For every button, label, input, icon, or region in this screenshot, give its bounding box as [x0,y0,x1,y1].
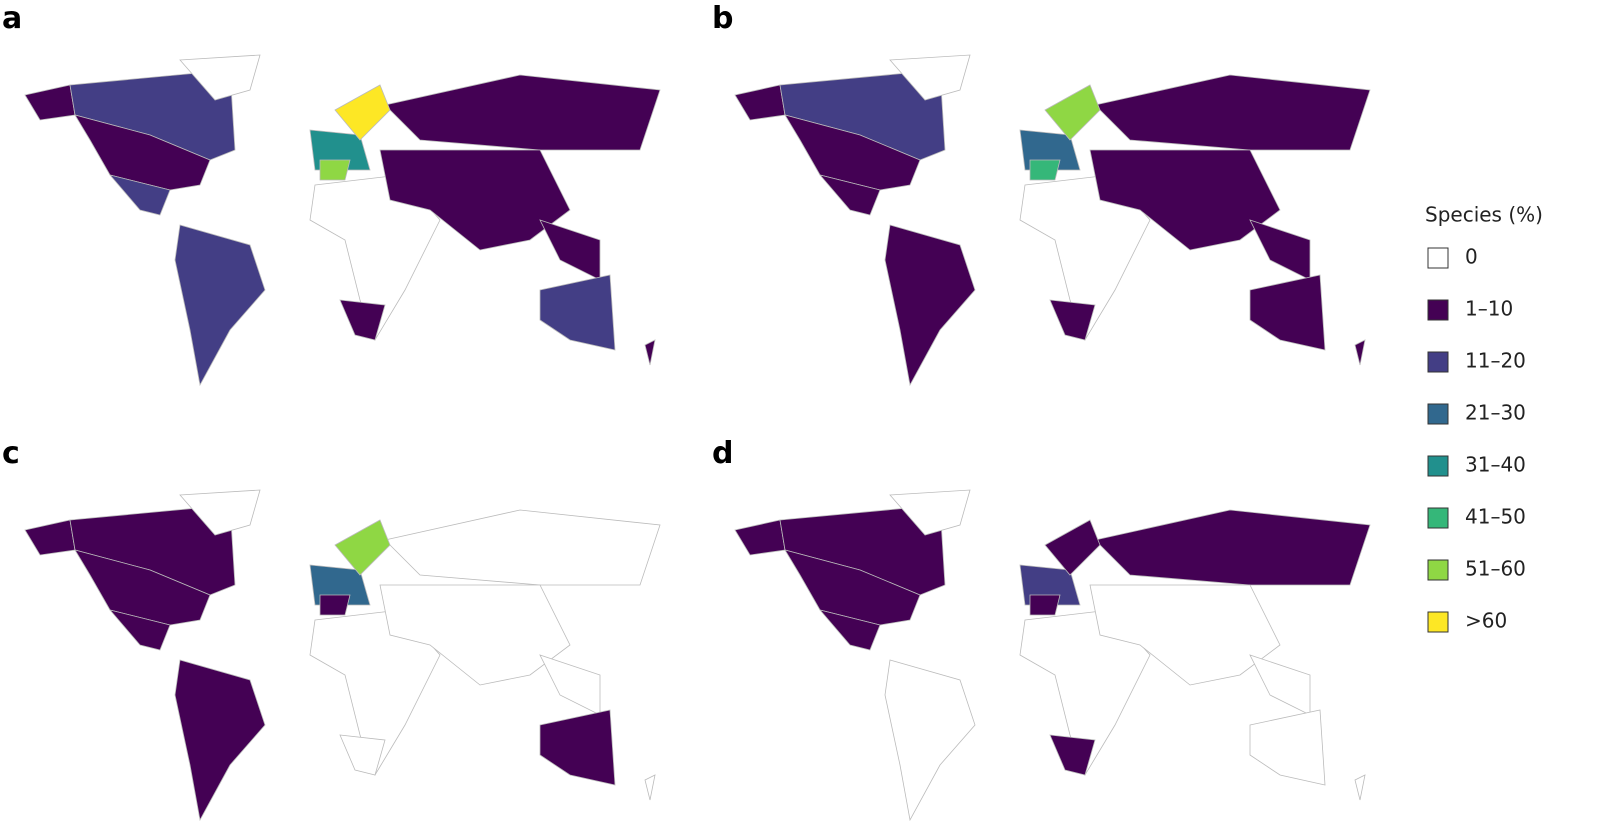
panel-label: a [2,1,22,36]
country-region [74,549,211,626]
legend-label: >60 [1465,609,1507,633]
panel-label: b [712,1,733,36]
country-region [319,159,351,181]
country-region [1354,339,1366,366]
country-region [108,174,171,216]
country-region [889,54,971,101]
legend-swatch [1427,507,1449,529]
country-region [539,219,601,281]
country-region [384,74,661,151]
country-region [1044,84,1101,141]
country-region [179,489,261,536]
country-region [1249,274,1326,351]
country-region [1044,519,1101,576]
country-region [784,114,921,191]
country-region [1094,74,1371,151]
country-region [644,774,656,801]
country-region [334,519,391,576]
legend-title: Species (%) [1425,203,1543,227]
country-region [539,654,601,716]
country-region [319,594,351,616]
country-region [1089,584,1281,686]
country-region [339,299,386,341]
legend-swatch [1427,351,1449,373]
legend-swatch [1427,611,1449,633]
country-region [379,149,571,251]
country-region [734,84,786,121]
map-panel [24,489,661,822]
country-region [384,509,661,586]
legend-label: 41–50 [1465,505,1526,529]
country-region [179,54,261,101]
country-region [784,549,921,626]
country-region [334,84,391,141]
country-region [1049,299,1096,341]
map-panel [734,489,1371,822]
country-region [884,659,976,822]
legend-label: 51–60 [1465,557,1526,581]
country-region [24,519,76,556]
country-region [74,114,211,191]
country-region [1249,709,1326,786]
country-region [644,339,656,366]
country-region [1049,734,1096,776]
legend-label: 11–20 [1465,349,1526,373]
country-region [1249,219,1311,281]
country-region [1029,159,1061,181]
country-region [818,609,881,651]
panel-label: c [2,436,20,471]
country-region [1354,774,1366,801]
legend-swatch [1427,559,1449,581]
country-region [379,584,571,686]
country-region [818,174,881,216]
country-region [884,224,976,387]
country-region [24,84,76,121]
country-region [339,734,386,776]
map-panel [734,54,1371,387]
country-region [539,709,616,786]
legend-label: 0 [1465,245,1478,269]
country-region [539,274,616,351]
legend-swatch [1427,455,1449,477]
country-region [108,609,171,651]
legend-swatch [1427,299,1449,321]
legend-label: 21–30 [1465,401,1526,425]
country-region [734,519,786,556]
map-panel [24,54,661,387]
legend-swatch [1427,247,1449,269]
country-region [174,659,266,822]
country-region [1094,509,1371,586]
country-region [889,489,971,536]
legend-label: 31–40 [1465,453,1526,477]
country-region [1249,654,1311,716]
panel-label: d [712,436,733,471]
country-region [1089,149,1281,251]
country-region [174,224,266,387]
legend-swatch [1427,403,1449,425]
legend-label: 1–10 [1465,297,1513,321]
country-region [1029,594,1061,616]
